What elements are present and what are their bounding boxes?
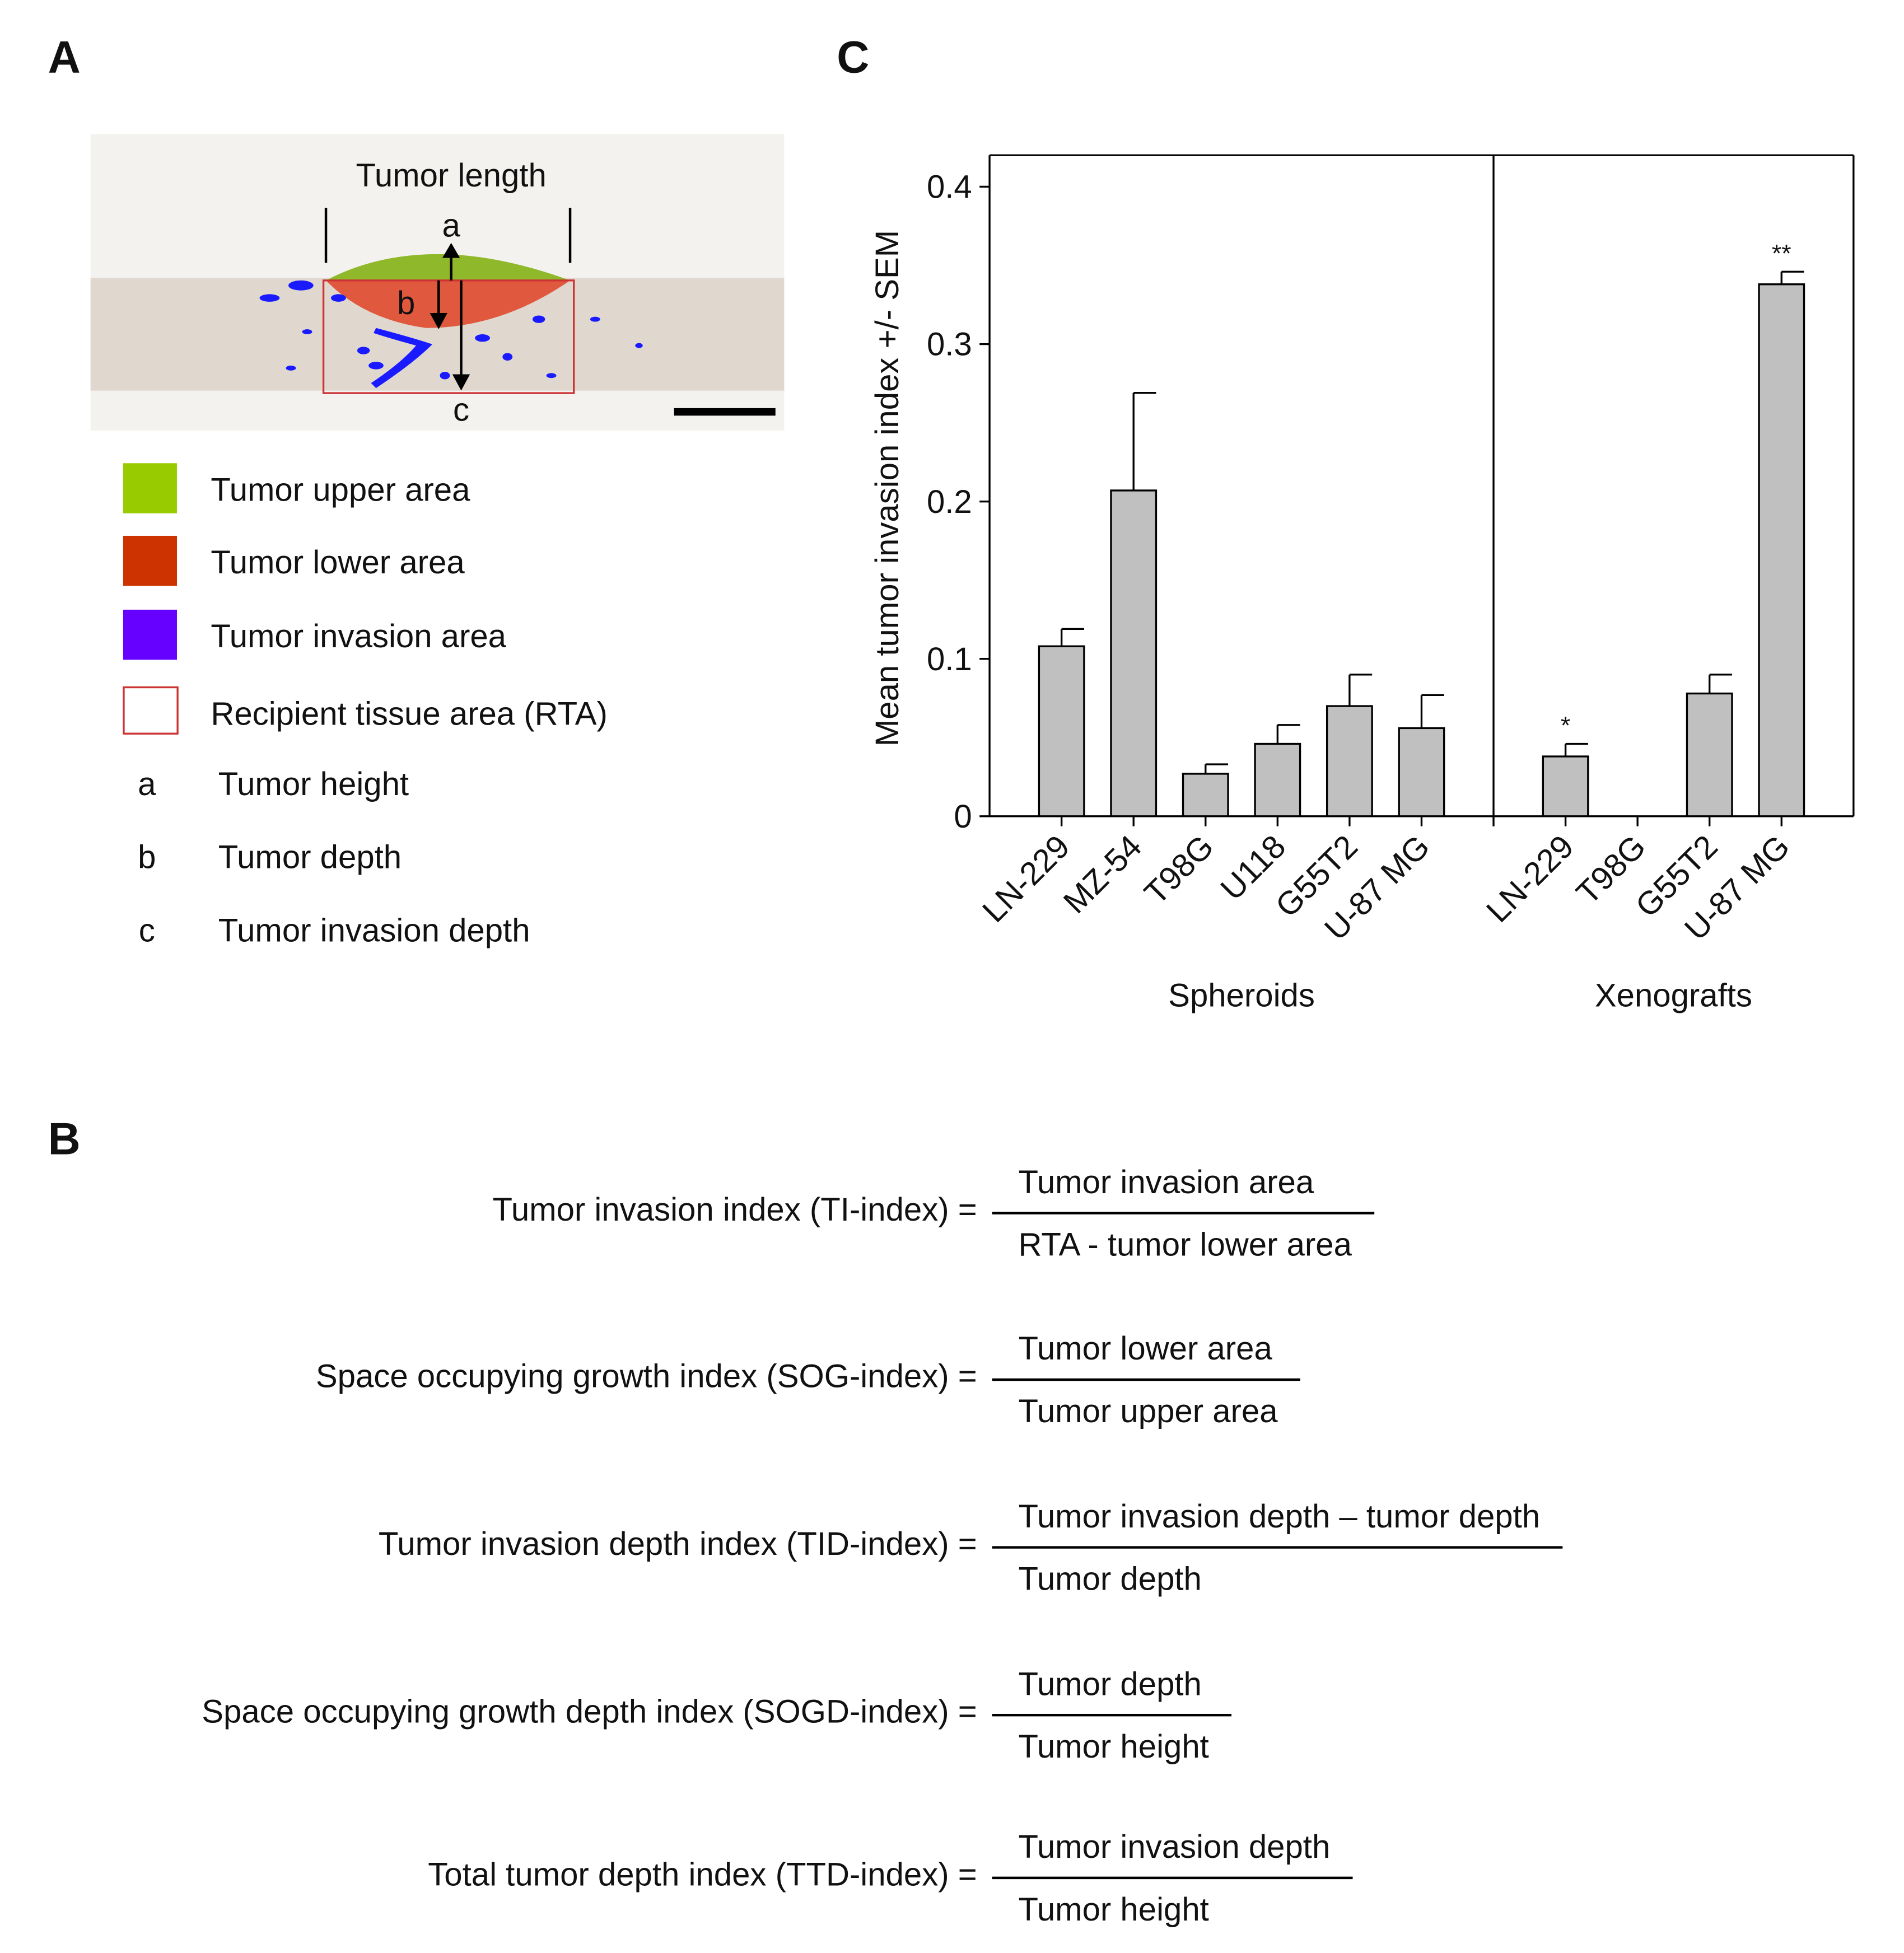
legend-label: Tumor invasion area	[211, 618, 506, 655]
legend-swatch	[123, 686, 179, 735]
legend-swatch	[123, 463, 177, 513]
y-axis-title: Mean tumor invasion index +/- SEM	[869, 230, 906, 746]
numerator: Tumor invasion area	[1019, 1164, 1314, 1200]
marker-label: b	[397, 285, 415, 321]
legend-label: Tumor lower area	[211, 544, 465, 581]
group-label: Xenografts	[1595, 978, 1752, 1014]
legend-swatch	[123, 535, 177, 586]
definition-text: Tumor height	[218, 766, 409, 802]
y-tick-label: 0.4	[927, 169, 972, 205]
definition-key: c	[139, 912, 155, 949]
panel-label: B	[48, 1114, 81, 1164]
definition-text: Tumor depth	[218, 839, 402, 876]
denominator: Tumor height	[1019, 1728, 1209, 1765]
y-tick-label: 0	[954, 798, 972, 835]
y-tick-label: 0.3	[927, 326, 972, 363]
bar	[1758, 283, 1805, 817]
bar	[1182, 773, 1229, 817]
definition-key: b	[138, 839, 156, 876]
bar	[1038, 645, 1085, 817]
y-tick-label: 0.1	[927, 641, 972, 678]
bar	[1326, 705, 1373, 817]
formula-name: Space occupying growth index (SOG-index)…	[316, 1358, 977, 1394]
definition-key: a	[138, 766, 156, 802]
panel-label: C	[837, 32, 869, 83]
legend-label: Tumor upper area	[211, 471, 470, 508]
definition-text: Tumor invasion depth	[218, 912, 530, 949]
legend-label: Recipient tissue area (RTA)	[211, 696, 608, 732]
denominator: Tumor depth	[1019, 1561, 1202, 1597]
diagram-title: Tumor length	[356, 157, 546, 194]
bar	[1398, 727, 1445, 817]
marker-label: c	[453, 391, 469, 428]
group-label: Spheroids	[1168, 978, 1315, 1014]
formula-name: Total tumor depth index (TTD-index) =	[428, 1856, 977, 1893]
tissue-image	[90, 134, 785, 431]
legend-swatch	[123, 609, 177, 660]
bar	[1110, 489, 1158, 817]
bar	[1542, 755, 1589, 817]
denominator: Tumor height	[1019, 1891, 1209, 1928]
bar	[1254, 742, 1301, 817]
numerator: Tumor depth	[1019, 1666, 1202, 1702]
significance: **	[1772, 240, 1791, 267]
denominator: RTA - tumor lower area	[1019, 1227, 1352, 1263]
marker-label: a	[442, 208, 460, 244]
formula-name: Tumor invasion depth index (TID-index) =	[379, 1526, 977, 1562]
significance: *	[1561, 712, 1570, 740]
numerator: Tumor invasion depth – tumor depth	[1019, 1498, 1541, 1535]
denominator: Tumor upper area	[1019, 1393, 1278, 1429]
bar	[1686, 692, 1733, 817]
y-tick-label: 0.2	[927, 484, 972, 520]
panel-label: A	[48, 32, 81, 83]
numerator: Tumor lower area	[1019, 1330, 1273, 1367]
numerator: Tumor invasion depth	[1019, 1829, 1331, 1865]
formula-name: Space occupying growth depth index (SOGD…	[202, 1694, 977, 1730]
formula-name: Tumor invasion index (TI-index) =	[492, 1192, 977, 1228]
